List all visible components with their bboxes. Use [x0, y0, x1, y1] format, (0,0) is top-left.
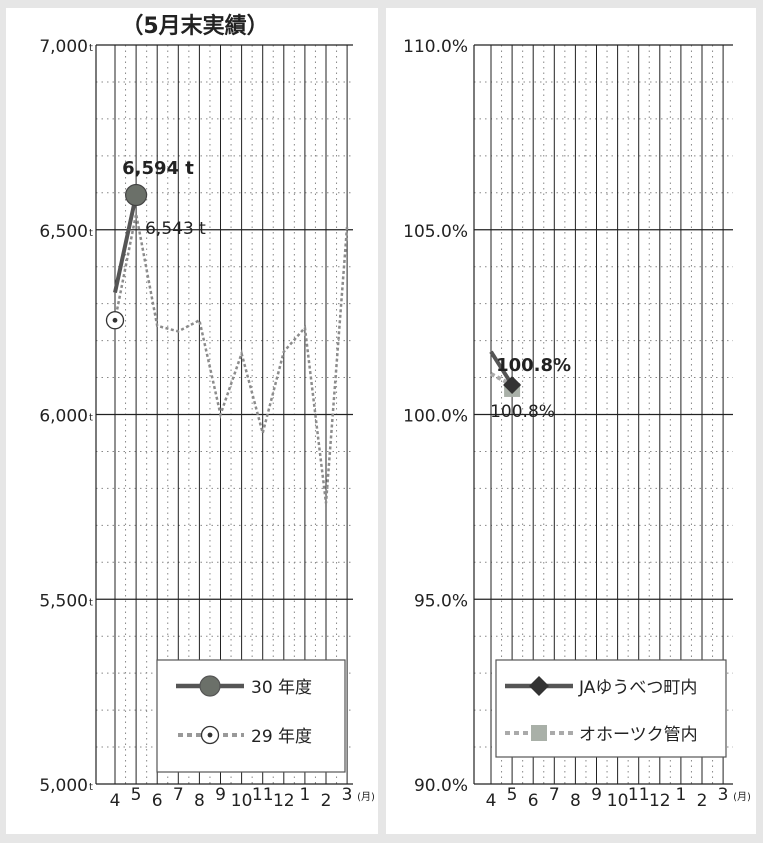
legend-marker-current [199, 675, 221, 697]
left-y-tick-label: 6,000 [39, 407, 88, 427]
left-y-tick-labels: 5,000 t5,500 t6,000 t6,500 t7,000 t [39, 37, 93, 796]
left-y-tick-label: 5,000 [39, 776, 88, 796]
legend-label-prev: 29 年度 [251, 727, 312, 747]
current-year-value-label: 6,594 t [122, 158, 194, 179]
right-y-tick-label: 95.0% [414, 591, 468, 611]
left-y-unit: t [89, 43, 93, 54]
right-x-tick-label: 7 [549, 785, 560, 805]
series-okhotsk-line [490, 372, 514, 387]
left-x-tick-label: 8 [194, 791, 205, 811]
right-x-tick-label: 8 [570, 791, 581, 811]
right-x-unit: (月) [733, 791, 751, 803]
left-y-unit: t [89, 413, 93, 424]
left-x-tick-label: 6 [152, 791, 163, 811]
legend-label-okhotsk: オホーツク管内 [579, 725, 698, 745]
series-prev-year-line [113, 213, 349, 504]
left-y-tick-label: 7,000 [39, 37, 88, 57]
left-y-tick-label: 5,500 [39, 591, 88, 611]
right-y-tick-label: 105.0% [403, 222, 468, 242]
right-y-tick-labels: 90.0% 95.0% 100.0% 105.0% 110.0% [403, 37, 468, 796]
left-x-tick-label: 1 [299, 785, 310, 805]
left-y-unit: t [89, 228, 93, 239]
legend-marker-prev-inner [207, 732, 213, 738]
right-y-tick-label: 100.0% [403, 407, 468, 427]
ja-marker [503, 375, 522, 394]
left-x-tick-label: 11 [252, 785, 274, 805]
left-x-unit: (月) [357, 791, 375, 803]
right-x-tick-label: 10 [607, 791, 629, 811]
left-x-tick-label: 7 [173, 785, 184, 805]
left-x-tick-label: 10 [231, 791, 253, 811]
right-series [489, 350, 522, 397]
left-annotations: 6,594 t 6,543 t [122, 158, 206, 239]
right-y-tick-label: 90.0% [414, 776, 468, 796]
left-x-tick-label: 3 [342, 785, 353, 805]
right-annotations: 100.8% 100.8% [490, 355, 571, 422]
right-x-tick-label: 1 [675, 785, 686, 805]
legend-marker-okhotsk [531, 725, 547, 741]
left-y-unit: t [89, 597, 93, 608]
right-x-tick-label: 6 [528, 791, 539, 811]
current-year-marker [125, 183, 148, 207]
left-y-unit: t [89, 782, 93, 793]
left-x-tick-label: 5 [131, 785, 142, 805]
right-x-tick-label: 2 [697, 791, 708, 811]
prev-year-value-label: 6,543 t [145, 219, 206, 239]
legend-marker-ja [529, 676, 549, 696]
right-y-tick-label: 110.0% [403, 37, 468, 57]
series-current-year-line [113, 194, 139, 293]
left-y-tick-label: 6,500 [39, 222, 88, 242]
right-x-tick-label: 3 [718, 785, 729, 805]
series-ja-line [489, 350, 514, 387]
right-x-tick-label: 4 [486, 791, 497, 811]
legend-label-current: 30 年度 [251, 678, 312, 698]
left-series [105, 183, 349, 504]
left-x-tick-label: 12 [273, 791, 295, 811]
right-x-tick-label: 5 [507, 785, 518, 805]
right-x-tick-label: 9 [591, 785, 602, 805]
right-legend: JAゆうべつ町内 オホーツク管内 [495, 659, 727, 758]
right-x-tick-label: 11 [628, 785, 650, 805]
left-x-tick-label: 2 [321, 791, 332, 811]
left-x-tick-label: 4 [110, 791, 121, 811]
left-legend-box [156, 659, 346, 773]
left-legend: 30 年度 29 年度 [156, 659, 346, 773]
left-x-tick-label: 9 [215, 785, 226, 805]
legend-label-ja: JAゆうべつ町内 [578, 678, 697, 698]
chart-title: （5月末実績） [121, 13, 268, 39]
prev-year-start-marker-dot [112, 317, 118, 323]
right-x-tick-label: 12 [649, 791, 671, 811]
right-grid [473, 44, 733, 785]
okhotsk-value-label: 100.8% [490, 402, 555, 422]
left-x-tick-labels: 4 5 6 7 8 9 10 11 12 1 2 3 (月) [110, 785, 375, 811]
ja-value-label: 100.8% [496, 355, 571, 376]
right-x-tick-labels: 4 5 6 7 8 9 10 11 12 1 2 3 (月) [486, 785, 751, 811]
